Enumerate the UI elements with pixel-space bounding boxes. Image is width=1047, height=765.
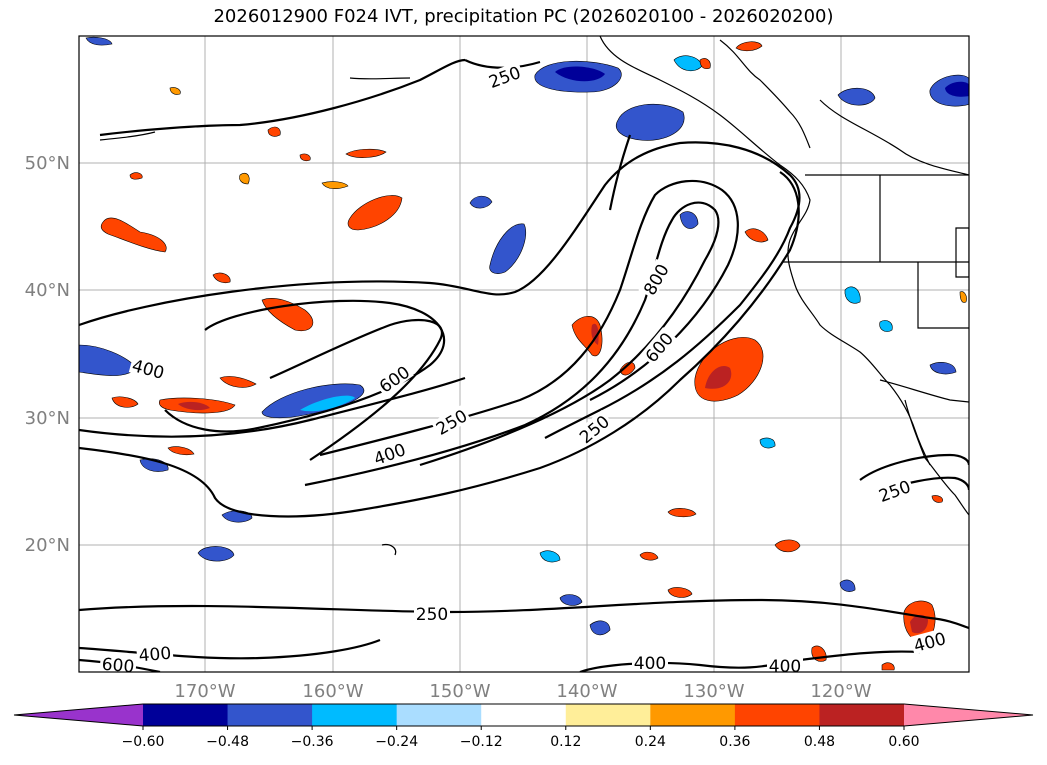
- lon-label: 150°W: [429, 681, 490, 702]
- colorbar-tick-label: −0.24: [375, 734, 418, 750]
- colorbar-tick-label: 0.60: [888, 734, 919, 750]
- colorbar-tick-label: 0.36: [719, 734, 750, 750]
- lat-label: 20°N: [25, 535, 70, 556]
- colorbar-extend-low: [14, 704, 143, 726]
- colorbar-segment: [312, 704, 398, 726]
- colorbar-segment: [565, 704, 651, 726]
- contour-label: 250: [416, 605, 448, 625]
- lon-label: 140°W: [556, 681, 617, 702]
- colorbar-tick-label: −0.48: [206, 734, 249, 750]
- colorbar-segment: [650, 704, 736, 726]
- coastlines: [99, 36, 969, 556]
- lat-label: 40°N: [25, 280, 70, 301]
- contour-label: 400: [634, 654, 666, 674]
- colorbar-segment: [396, 704, 482, 726]
- colorbar-tick-label: −0.60: [122, 734, 165, 750]
- longitude-labels: 170°W 160°W 150°W 140°W 130°W 120°W: [174, 681, 871, 702]
- lat-label: 30°N: [25, 408, 70, 429]
- map-background: [79, 36, 969, 672]
- colorbar-tick-label: 0.24: [635, 734, 666, 750]
- colorbar-tick-label: 0.12: [550, 734, 581, 750]
- contour-label: 400: [769, 657, 801, 677]
- colorbar-tick-label: −0.36: [291, 734, 334, 750]
- colorbar-tick-label: −0.12: [460, 734, 503, 750]
- colorbar-segment: [143, 704, 229, 726]
- colorbar-tick-label: 0.48: [804, 734, 835, 750]
- colorbar-extend-high: [904, 704, 1033, 726]
- lon-label: 170°W: [174, 681, 235, 702]
- colorbar-segment: [481, 704, 567, 726]
- colorbar: −0.60 −0.48 −0.36 −0.24 −0.12 0.12 0.24 0.36 0.4…: [13, 703, 1034, 750]
- map-title: 2026012900 F024 IVT, precipitation PC (2…: [213, 6, 834, 27]
- map-frame: [78, 35, 970, 673]
- colorbar-segment: [734, 704, 820, 726]
- lat-label: 50°N: [25, 153, 70, 174]
- positive-precip-areas: [100, 41, 967, 671]
- lon-label: 160°W: [302, 681, 363, 702]
- contour-label: 600: [101, 655, 135, 678]
- lon-label: 130°W: [683, 681, 744, 702]
- latitude-labels: 50°N 40°N 30°N 20°N: [25, 153, 70, 556]
- contour-label: 400: [138, 644, 172, 667]
- colorbar-segment: [819, 704, 905, 726]
- colorbar-segment: [227, 704, 313, 726]
- lon-label: 120°W: [810, 681, 871, 702]
- ivt-contours: [79, 58, 969, 672]
